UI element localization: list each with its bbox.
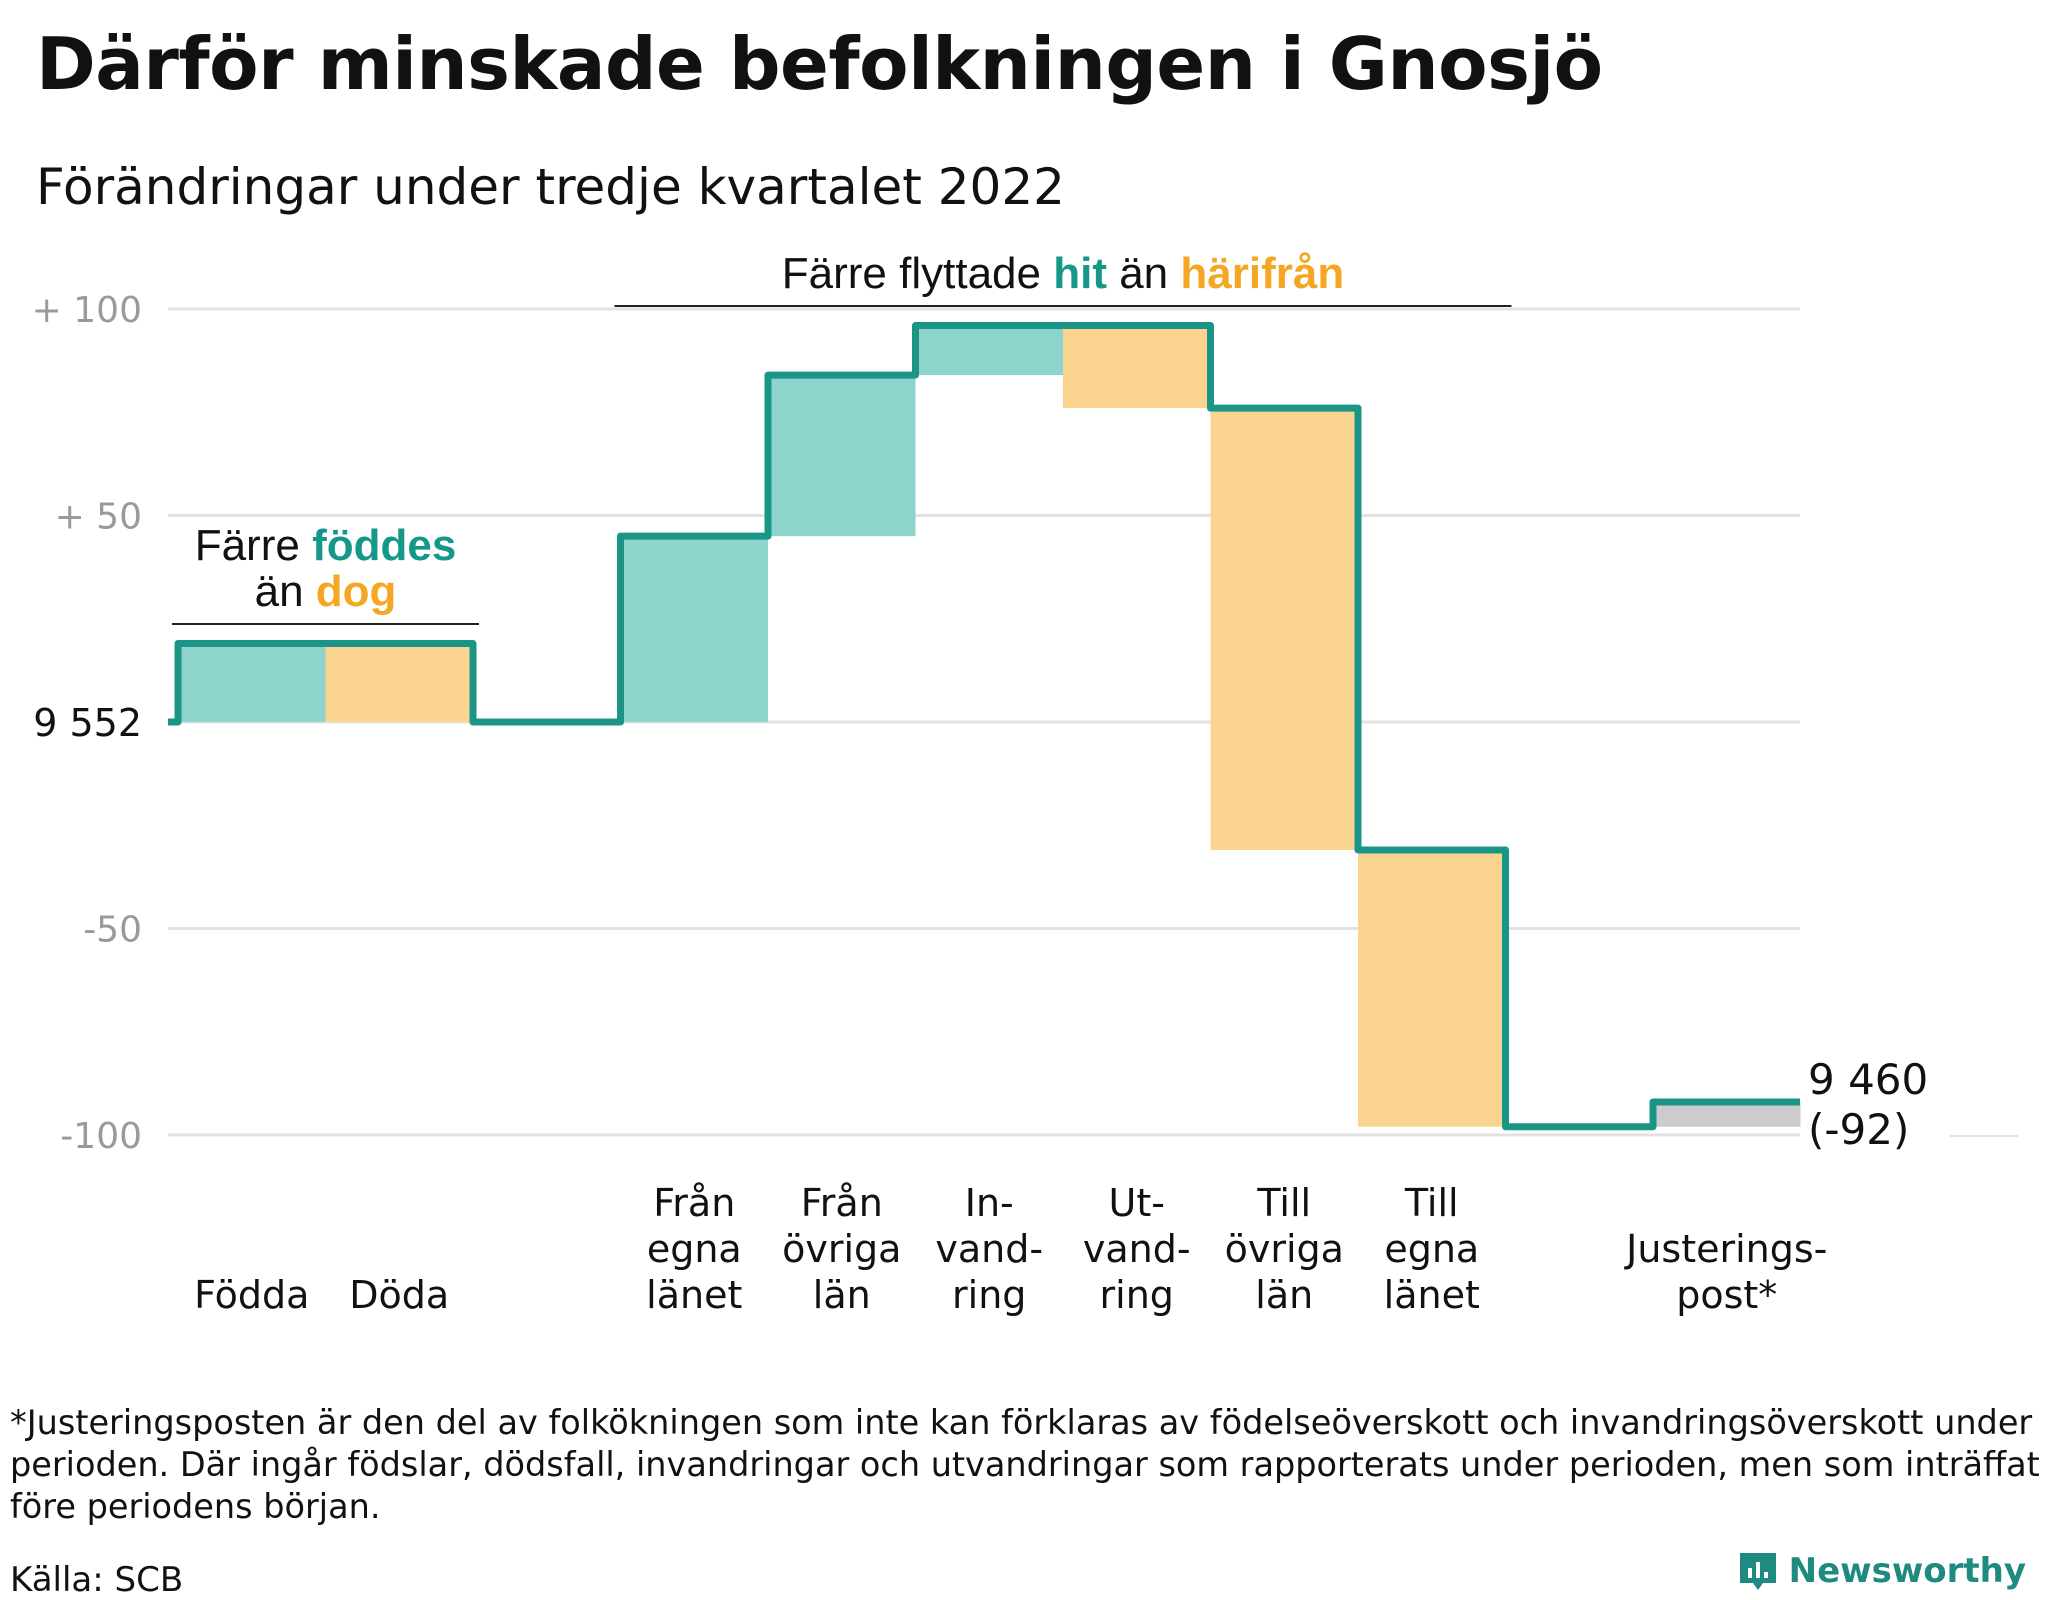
source-label: Källa: SCB xyxy=(10,1560,184,1600)
x-category-label: ring xyxy=(1100,1273,1174,1317)
annotation-text: Färre flyttade hit än härifrån xyxy=(782,249,1344,298)
annotation-text: Färre föddes xyxy=(195,521,457,570)
x-category-label: ring xyxy=(952,1273,1026,1317)
bar-layer xyxy=(178,325,1801,1127)
x-category-label: länet xyxy=(1384,1273,1480,1317)
y-tick-label: + 50 xyxy=(55,497,142,538)
footnote: *Justeringsposten är den del av folkökni… xyxy=(10,1403,2040,1526)
x-category-label: Födda xyxy=(194,1273,309,1317)
x-category-label: Till xyxy=(1256,1181,1311,1225)
bar-decrease xyxy=(1063,325,1211,409)
x-category-label: Från xyxy=(801,1181,883,1225)
cumulative-step-line xyxy=(168,322,1800,1131)
bar-decrease xyxy=(325,643,473,722)
end-value-label: 9 460 xyxy=(1808,1055,1928,1104)
x-category-label: egna xyxy=(1384,1227,1479,1271)
bar-decrease xyxy=(1358,850,1506,1127)
brand-name: Newsworthy xyxy=(1788,1551,2026,1591)
newsworthy-logo-icon xyxy=(1739,1553,1776,1590)
bar-adjustment xyxy=(1653,1101,1801,1127)
y-tick-label: -100 xyxy=(60,1116,142,1157)
newsworthy-logo: Newsworthy xyxy=(1737,1550,2026,1592)
bar-decrease xyxy=(1210,408,1358,851)
x-category-label: Döda xyxy=(349,1273,449,1317)
y-tick-label: + 100 xyxy=(32,290,142,331)
x-category-label: vand- xyxy=(935,1227,1043,1271)
x-category-label: Ut- xyxy=(1109,1181,1165,1225)
bar-increase xyxy=(620,536,768,722)
annotation-segment-green: föddes xyxy=(312,521,456,570)
grid-layer xyxy=(168,307,2018,1137)
annotation-segment-normal: än xyxy=(255,567,316,616)
annotation-segment-normal: än xyxy=(1107,249,1180,298)
x-category-label: Till xyxy=(1404,1181,1459,1225)
x-category-label: länet xyxy=(646,1273,742,1317)
bar-increase xyxy=(768,375,916,537)
annotation-segment-orange: härifrån xyxy=(1180,249,1344,298)
end-change-label: (-92) xyxy=(1808,1105,1909,1154)
x-category-label: län xyxy=(1255,1273,1313,1317)
y-tick-label: -50 xyxy=(83,910,142,951)
annotation-text: än dog xyxy=(255,567,397,616)
step-line-layer xyxy=(168,322,1800,1131)
annotation-segment-green: hit xyxy=(1053,249,1107,298)
bar-increase xyxy=(915,325,1063,376)
chart-subtitle: Förändringar under tredje kvartalet 2022 xyxy=(36,158,1065,216)
x-category-label: In- xyxy=(965,1181,1014,1225)
x-category-label: post* xyxy=(1676,1273,1777,1317)
start-value-label: 9 552 xyxy=(33,701,142,745)
x-category-label: egna xyxy=(647,1227,742,1271)
bar-increase xyxy=(178,643,326,722)
x-category-label: Justerings- xyxy=(1624,1227,1827,1271)
annotation-segment-normal: Färre xyxy=(195,521,312,570)
x-category-label: övriga xyxy=(1225,1227,1344,1271)
annotation-segment-normal: Färre flyttade xyxy=(782,249,1053,298)
chart-title: Därför minskade befolkningen i Gnosjö xyxy=(36,22,1603,106)
x-category-label: vand- xyxy=(1083,1227,1191,1271)
x-category-label: Från xyxy=(653,1181,735,1225)
x-category-label: övriga xyxy=(782,1227,901,1271)
annotation-segment-orange: dog xyxy=(316,567,397,616)
x-category-label: län xyxy=(813,1273,871,1317)
